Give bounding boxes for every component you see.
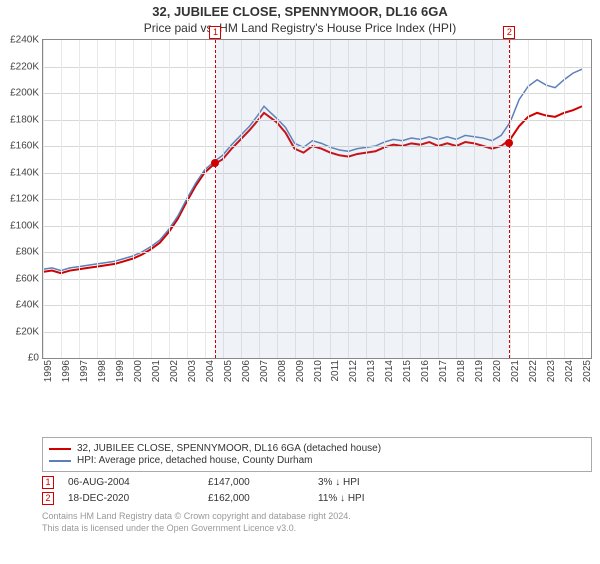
transaction-point xyxy=(505,139,513,147)
plot-area: £0£20K£40K£60K£80K£100K£120K£140K£160K£1… xyxy=(42,39,592,359)
transaction-row: 2 18-DEC-2020£162,00011% ↓ HPI xyxy=(42,492,600,505)
x-tick-label: 2025 xyxy=(582,360,593,382)
x-tick-label: 1995 xyxy=(43,360,54,382)
legend-box: 32, JUBILEE CLOSE, SPENNYMOOR, DL16 6GA … xyxy=(42,437,592,472)
x-tick-label: 1998 xyxy=(97,360,108,382)
transaction-date: 06-AUG-2004 xyxy=(68,477,208,488)
gridline-v xyxy=(133,40,134,358)
x-tick-label: 2012 xyxy=(348,360,359,382)
x-tick-label: 2003 xyxy=(187,360,198,382)
gridline-v xyxy=(205,40,206,358)
marker-vline xyxy=(215,40,216,358)
y-tick-label: £100K xyxy=(10,220,39,231)
gridline-v xyxy=(546,40,547,358)
x-tick-label: 2022 xyxy=(528,360,539,382)
transaction-marker-icon: 1 xyxy=(42,476,54,489)
gridline-v xyxy=(151,40,152,358)
x-tick-label: 1999 xyxy=(115,360,126,382)
transaction-marker-icon: 2 xyxy=(42,492,54,505)
x-tick-label: 2014 xyxy=(384,360,395,382)
x-tick-label: 2020 xyxy=(492,360,503,382)
y-tick-label: £20K xyxy=(16,326,39,337)
x-tick-label: 1997 xyxy=(79,360,90,382)
marker-vline xyxy=(509,40,510,358)
footer-attribution: Contains HM Land Registry data © Crown c… xyxy=(42,511,592,534)
legend-label: 32, JUBILEE CLOSE, SPENNYMOOR, DL16 6GA … xyxy=(77,443,381,454)
x-tick-label: 2011 xyxy=(330,360,341,382)
transaction-price: £162,000 xyxy=(208,493,318,504)
x-tick-label: 2016 xyxy=(420,360,431,382)
x-tick-label: 2004 xyxy=(205,360,216,382)
gridline-v xyxy=(79,40,80,358)
x-tick-label: 2002 xyxy=(169,360,180,382)
transaction-diff: 11% ↓ HPI xyxy=(318,493,365,504)
gridline-v xyxy=(61,40,62,358)
transaction-price: £147,000 xyxy=(208,477,318,488)
x-tick-label: 2009 xyxy=(295,360,306,382)
x-tick-label: 2017 xyxy=(438,360,449,382)
legend-item: HPI: Average price, detached house, Coun… xyxy=(49,455,585,466)
gridline-v xyxy=(187,40,188,358)
y-tick-label: £240K xyxy=(10,35,39,46)
marker-box: 1 xyxy=(209,26,221,39)
marker-box: 2 xyxy=(503,26,515,39)
y-tick-label: £80K xyxy=(16,247,39,258)
x-tick-label: 2005 xyxy=(223,360,234,382)
gridline-v xyxy=(582,40,583,358)
transaction-diff: 3% ↓ HPI xyxy=(318,477,360,488)
x-tick-label: 2021 xyxy=(510,360,521,382)
chart-title: 32, JUBILEE CLOSE, SPENNYMOOR, DL16 6GA xyxy=(0,4,600,19)
ownership-shade xyxy=(215,40,509,358)
x-tick-label: 2008 xyxy=(277,360,288,382)
legend-swatch xyxy=(49,460,71,462)
transaction-point xyxy=(211,159,219,167)
y-tick-label: £0 xyxy=(28,353,39,364)
legend-item: 32, JUBILEE CLOSE, SPENNYMOOR, DL16 6GA … xyxy=(49,443,585,454)
x-tick-label: 2013 xyxy=(366,360,377,382)
gridline-v xyxy=(115,40,116,358)
chart-container: £0£20K£40K£60K£80K£100K£120K£140K£160K£1… xyxy=(42,39,592,395)
x-tick-label: 2001 xyxy=(151,360,162,382)
y-tick-label: £40K xyxy=(16,300,39,311)
y-tick-label: £120K xyxy=(10,194,39,205)
gridline-v xyxy=(43,40,44,358)
y-tick-label: £140K xyxy=(10,167,39,178)
footer-line-1: Contains HM Land Registry data © Crown c… xyxy=(42,511,592,523)
transaction-date: 18-DEC-2020 xyxy=(68,493,208,504)
footer-line-2: This data is licensed under the Open Gov… xyxy=(42,523,592,535)
x-tick-label: 2006 xyxy=(241,360,252,382)
legend-swatch xyxy=(49,448,71,450)
y-tick-label: £180K xyxy=(10,114,39,125)
x-tick-label: 2018 xyxy=(456,360,467,382)
y-tick-label: £160K xyxy=(10,141,39,152)
legend-label: HPI: Average price, detached house, Coun… xyxy=(77,455,313,466)
transaction-row: 1 06-AUG-2004£147,0003% ↓ HPI xyxy=(42,476,600,489)
x-tick-label: 1996 xyxy=(61,360,72,382)
gridline-v xyxy=(169,40,170,358)
x-tick-label: 2015 xyxy=(402,360,413,382)
x-tick-label: 2023 xyxy=(546,360,557,382)
y-tick-label: £220K xyxy=(10,61,39,72)
x-tick-label: 2010 xyxy=(313,360,324,382)
gridline-v xyxy=(97,40,98,358)
x-tick-label: 2024 xyxy=(564,360,575,382)
x-tick-label: 2019 xyxy=(474,360,485,382)
x-tick-label: 2007 xyxy=(259,360,270,382)
gridline-v xyxy=(528,40,529,358)
x-tick-label: 2000 xyxy=(133,360,144,382)
y-tick-label: £60K xyxy=(16,273,39,284)
y-tick-label: £200K xyxy=(10,88,39,99)
gridline-v xyxy=(564,40,565,358)
